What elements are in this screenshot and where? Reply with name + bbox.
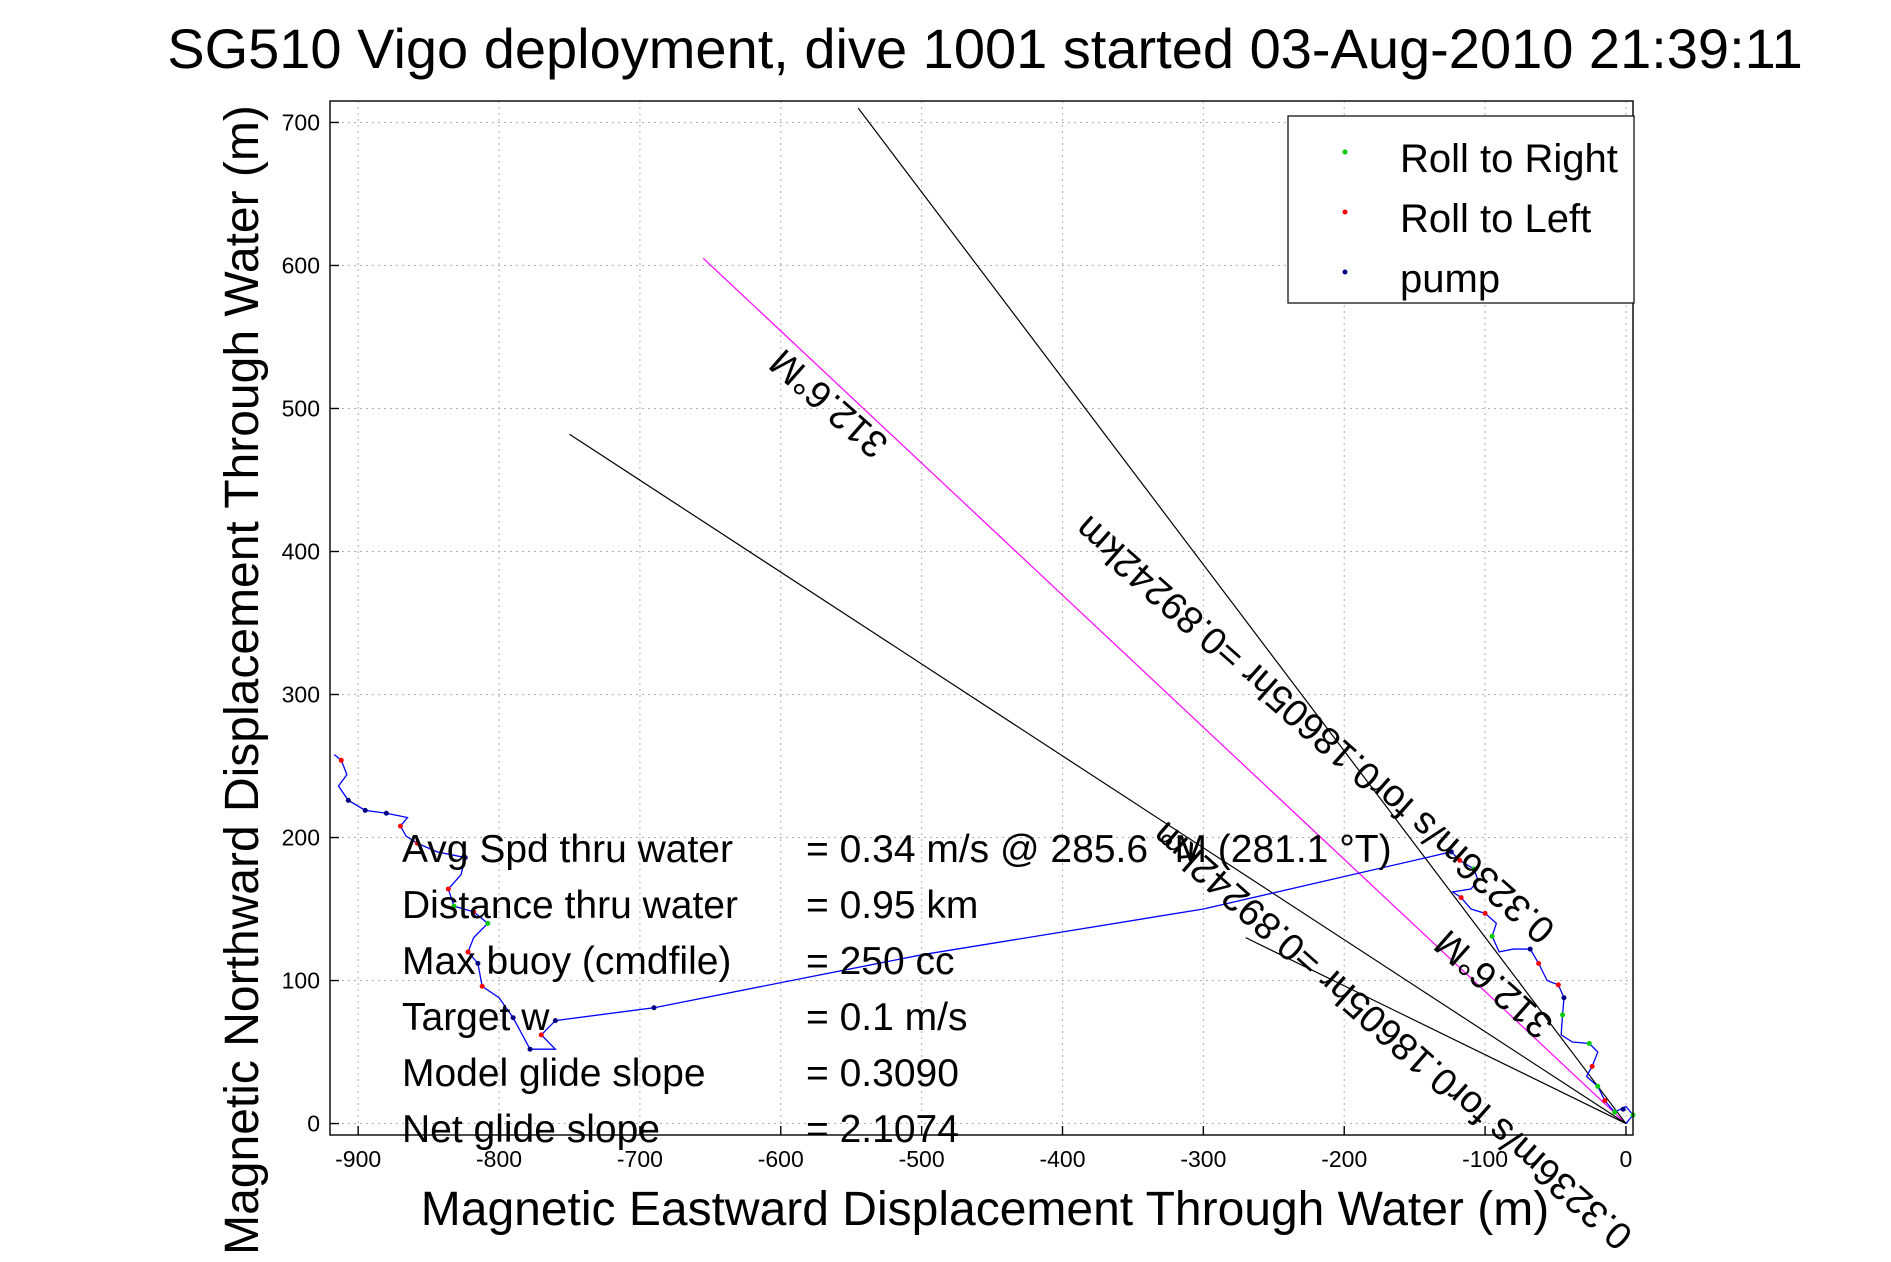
roll-right-point (1560, 1012, 1566, 1018)
stat-value: = 0.95 km (806, 884, 978, 927)
roll-left-point (471, 909, 477, 915)
pump-point (552, 1018, 558, 1024)
stat-label: Model glide slope (402, 1052, 706, 1095)
stats-text: Avg Spd thru water = 0.34 m/s @ 285.6 °M … (402, 828, 1392, 1151)
y-tick-label: 0 (307, 1111, 320, 1137)
x-tick-label: -500 (899, 1146, 945, 1172)
pump-point (1620, 1106, 1626, 1112)
x-tick-label: -400 (1039, 1146, 1085, 1172)
roll-left-point (1555, 982, 1561, 988)
roll-left-point (338, 757, 344, 763)
x-tick-label: -900 (335, 1146, 381, 1172)
roll-left-point (538, 1032, 544, 1038)
x-tick-label: -700 (617, 1146, 663, 1172)
axis-ticks: -900 -800 -700 -600 -500 -400 -300 -200 -100 0 0 10… (282, 109, 1633, 1172)
x-axis-label: Magnetic Eastward Displacement Through W… (421, 1183, 1549, 1236)
bound1-line (857, 107, 1627, 1124)
roll-right-point (485, 920, 491, 926)
chart-title: SG510 Vigo deployment, dive 1001 started… (167, 17, 1803, 80)
bound2-line (569, 433, 1627, 1125)
roll-right-point (1471, 866, 1477, 872)
y-tick-label: 500 (282, 395, 320, 421)
roll-left-point (1458, 895, 1464, 901)
x-tick-label: -600 (758, 1146, 804, 1172)
pump-point (1448, 849, 1454, 855)
stat-label: Max buoy (cmdfile) (402, 940, 731, 983)
roll-left-point (1602, 1098, 1608, 1104)
legend-entry: Roll to Right (1400, 137, 1618, 181)
stat-label: Target w (402, 996, 550, 1039)
roll-left-point (414, 840, 420, 846)
x-tick-label: -100 (1462, 1146, 1508, 1172)
stat-value: = 2.1074 (806, 1108, 959, 1151)
stat-value: = 0.34 m/s @ 285.6 °M (281.1 °T) (806, 828, 1392, 871)
stat-label: Avg Spd thru water (402, 828, 733, 871)
stat-value: = 0.3090 (806, 1052, 959, 1095)
roll-left-point (1457, 857, 1463, 863)
stat-value: = 250 cc (806, 940, 955, 983)
heading-annotation: 312.6°M (762, 340, 896, 465)
roll-right-point (1612, 1109, 1618, 1115)
pump-point (527, 1046, 533, 1052)
y-tick-label: 300 (282, 682, 320, 708)
x-tick-label: -800 (476, 1146, 522, 1172)
roll-left-point (397, 823, 403, 829)
stat-label: Net glide slope (402, 1108, 660, 1151)
roll-right-point (1595, 1083, 1601, 1089)
roll-left-point (1589, 1063, 1595, 1069)
legend-marker (1342, 269, 1348, 275)
pump-point (1561, 995, 1567, 1001)
axes-box (329, 100, 1634, 1136)
y-tick-label: 400 (282, 538, 320, 564)
legend-marker (1342, 149, 1348, 155)
roll-left-point (445, 886, 451, 892)
pump-point (475, 960, 481, 966)
roll-left-point (465, 949, 471, 955)
y-tick-label: 700 (282, 109, 320, 135)
track (333, 754, 1634, 1124)
roll-right-point (1489, 933, 1495, 939)
pump-point (651, 1005, 657, 1011)
y-tick-label: 600 (282, 252, 320, 278)
roll-right-point (1586, 1040, 1592, 1046)
track-line (333, 754, 1634, 1124)
grid (330, 101, 1633, 1135)
reference-lines (569, 107, 1627, 1125)
roll-right-point (451, 903, 457, 909)
x-tick-label: 0 (1620, 1146, 1633, 1172)
pump-point (510, 1015, 516, 1021)
roll-left-point (1536, 960, 1542, 966)
legend-marker (1342, 209, 1348, 215)
pump-point (362, 807, 368, 813)
y-tick-label: 100 (282, 968, 320, 994)
velocity-line (1245, 937, 1627, 1125)
heading-line (702, 257, 1627, 1124)
stat-value: = 0.1 m/s (806, 996, 967, 1039)
pump-point (345, 797, 351, 803)
roll-left-point (1482, 910, 1488, 916)
stat-label: Distance thru water (402, 884, 738, 927)
y-axis-label: Magnetic Northward Displacement Through … (216, 105, 269, 1255)
y-tick-label: 200 (282, 825, 320, 851)
x-tick-label: -300 (1180, 1146, 1226, 1172)
roll-left-point (479, 983, 485, 989)
legend-entry: pump (1400, 257, 1500, 301)
legend: Roll to Right Roll to Left pump (1287, 115, 1635, 304)
x-tick-label: -200 (1321, 1146, 1367, 1172)
pump-point (383, 810, 389, 816)
pump-point (1527, 946, 1533, 952)
pump-point (462, 855, 468, 861)
legend-entry: Roll to Left (1400, 197, 1591, 241)
heading-annotation: 0.3236m/s for0.18605hr =0.89242km (1067, 507, 1563, 951)
